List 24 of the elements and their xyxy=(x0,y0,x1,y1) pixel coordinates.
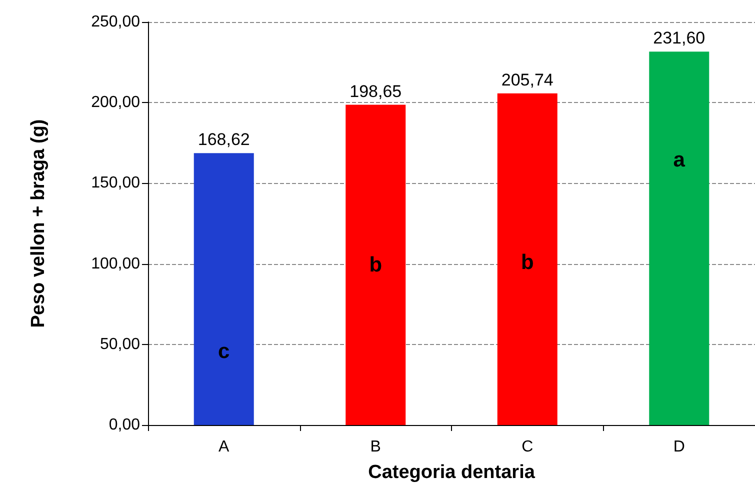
y-tick-label: 0,00 xyxy=(108,416,140,434)
y-tick-label: 200,00 xyxy=(91,94,140,112)
data-label: 198,65 xyxy=(350,82,402,101)
x-tick-label: D xyxy=(673,438,685,456)
x-tick-label: C xyxy=(522,438,534,456)
bar xyxy=(497,93,558,425)
data-label: 205,74 xyxy=(501,70,554,90)
data-label: 231,60 xyxy=(653,28,706,48)
y-tick-label: 100,00 xyxy=(91,255,140,272)
y-tick-label: 250,00 xyxy=(91,14,140,30)
y-tick-label: 50,00 xyxy=(100,336,140,353)
y-tick-label: 150,00 xyxy=(91,174,140,192)
x-axis-title: Categoria dentaria xyxy=(368,462,536,483)
data-label: 168,62 xyxy=(198,130,250,150)
bar xyxy=(346,104,406,425)
annotation: b xyxy=(520,250,534,274)
bar xyxy=(194,153,254,425)
bar xyxy=(649,52,710,425)
x-tick-label: B xyxy=(370,438,381,456)
y-axis-title: Peso vellon + braga (g) xyxy=(28,119,49,328)
annotation: b xyxy=(369,253,382,276)
annotation: c xyxy=(218,340,230,364)
annotation: a xyxy=(673,148,686,172)
x-tick-label: A xyxy=(218,438,230,456)
